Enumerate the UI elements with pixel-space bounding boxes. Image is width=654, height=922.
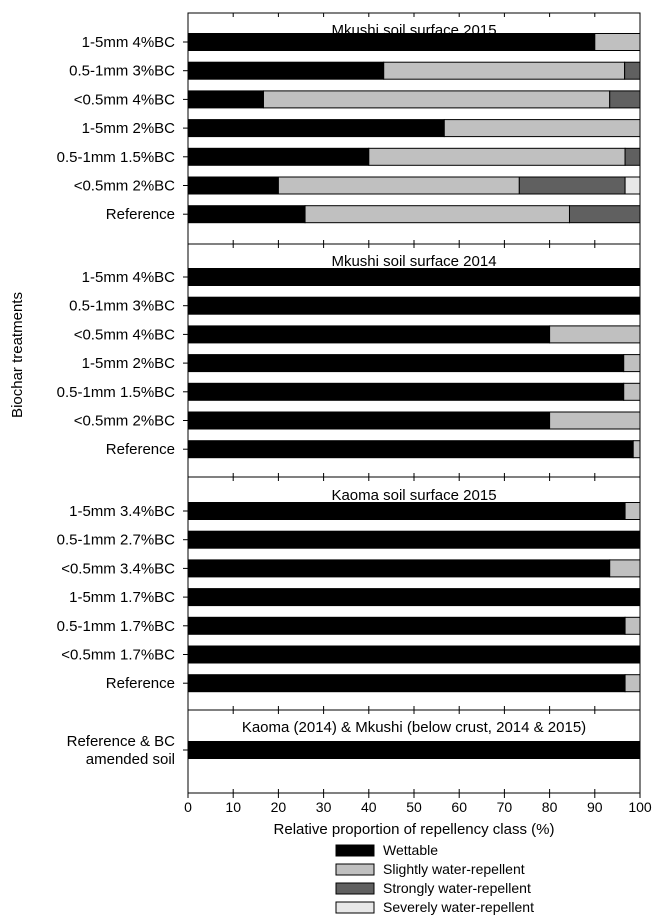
x-tick-label: 40 xyxy=(361,799,377,815)
bar-segment-wettable xyxy=(188,355,624,372)
bar-segment-wettable xyxy=(188,742,640,759)
panel-title: Kaoma (2014) & Mkushi (below crust, 2014… xyxy=(242,719,586,736)
bar-segment-wettable xyxy=(188,91,263,108)
legend-label: Strongly water-repellent xyxy=(383,880,531,896)
category-label: Reference & BC amended soil xyxy=(67,733,176,768)
bar-segment-wettable xyxy=(188,412,550,429)
category-label: 0.5-1mm 2.7%BC xyxy=(57,532,176,549)
bar-segment-wettable xyxy=(188,326,550,343)
legend-label: Severely water-repellent xyxy=(383,899,534,915)
category-label: Reference xyxy=(106,441,175,458)
panel-3: Kaoma soil surface 2015 1-5mm 3.4%BC 0.5-1… xyxy=(57,477,640,710)
bar-segment-slightly-water-repellent xyxy=(263,91,609,108)
legend: Wettable Slightly water-repellent Strongly… xyxy=(336,842,534,915)
x-tick-label: 100 xyxy=(628,799,652,815)
category-label: 0.5-1mm 1.5%BC xyxy=(57,149,176,166)
category-label: 0.5-1mm 1.7%BC xyxy=(57,618,176,635)
bar-segment-wettable xyxy=(188,177,278,194)
bar-segment-slightly-water-repellent xyxy=(625,617,640,634)
category-label: 0.5-1mm 1.5%BC xyxy=(57,384,176,401)
panel-2: Mkushi soil surface 2014 1-5mm 4%BC 0.5-1m… xyxy=(57,244,640,477)
bar-segment-strongly-water-repellent xyxy=(610,91,640,108)
panel-title: Kaoma soil surface 2015 xyxy=(331,487,496,504)
bar-segment-wettable xyxy=(188,675,625,692)
category-label: 1-5mm 3.4%BC xyxy=(69,503,175,520)
bar-segment-wettable xyxy=(188,297,640,314)
bar-segment-severely-water-repellent xyxy=(625,177,640,194)
bar-segment-strongly-water-repellent xyxy=(625,148,640,165)
bar-segment-slightly-water-repellent xyxy=(610,560,640,577)
legend-swatch xyxy=(336,845,374,856)
bar-segment-slightly-water-repellent xyxy=(624,383,640,400)
bar-segment-slightly-water-repellent xyxy=(624,355,640,372)
x-tick-label: 0 xyxy=(184,799,192,815)
bar-segment-wettable xyxy=(188,206,305,223)
bar-segment-slightly-water-repellent xyxy=(550,412,640,429)
bar-segment-wettable xyxy=(188,383,624,400)
category-label: <0.5mm 2%BC xyxy=(74,178,175,195)
category-label: <0.5mm 3.4%BC xyxy=(61,560,175,577)
bar-segment-slightly-water-repellent xyxy=(595,34,640,51)
bar-segment-wettable xyxy=(188,646,640,663)
bar-segment-slightly-water-repellent xyxy=(625,503,640,520)
category-label: 0.5-1mm 3%BC xyxy=(69,298,175,315)
panel-title: Mkushi soil surface 2014 xyxy=(331,253,496,270)
legend-swatch xyxy=(336,902,374,913)
category-label: 1-5mm 4%BC xyxy=(82,269,176,286)
x-tick-label: 50 xyxy=(406,799,422,815)
bar-segment-wettable xyxy=(188,589,640,606)
bar-segment-slightly-water-repellent xyxy=(278,177,519,194)
legend-label: Wettable xyxy=(383,842,438,858)
category-label: 1-5mm 2%BC xyxy=(82,355,176,372)
category-label: <0.5mm 4%BC xyxy=(74,326,175,343)
y-axis-label: Biochar treatments xyxy=(9,292,26,418)
category-label: Reference xyxy=(106,675,175,692)
bar-segment-wettable xyxy=(188,441,633,458)
x-tick-label: 90 xyxy=(587,799,603,815)
bar-segment-wettable xyxy=(188,560,610,577)
bar-segment-wettable xyxy=(188,62,384,79)
bar-segment-slightly-water-repellent xyxy=(550,326,640,343)
bar-segment-strongly-water-repellent xyxy=(625,62,640,79)
category-label: 1-5mm 4%BC xyxy=(82,34,176,51)
x-tick-label: 10 xyxy=(225,799,241,815)
x-tick-label: 80 xyxy=(542,799,558,815)
x-tick-label: 30 xyxy=(316,799,332,815)
bar-segment-strongly-water-repellent xyxy=(519,177,625,194)
bar-segment-wettable xyxy=(188,503,625,520)
category-label: Reference xyxy=(106,206,175,223)
bar-segment-wettable xyxy=(188,34,595,51)
bar-segment-slightly-water-repellent xyxy=(625,675,640,692)
bar-segment-wettable xyxy=(188,269,640,286)
legend-label: Slightly water-repellent xyxy=(383,861,525,877)
x-tick-label: 60 xyxy=(451,799,467,815)
x-axis: 0 10 20 30 40 50 60 70 80 90 100 xyxy=(184,793,652,815)
bar-segment-wettable xyxy=(188,120,444,137)
bar-segment-strongly-water-repellent xyxy=(569,206,640,223)
legend-swatch xyxy=(336,883,374,894)
category-label: <0.5mm 1.7%BC xyxy=(61,647,175,664)
category-label: 1-5mm 1.7%BC xyxy=(69,589,175,606)
bar-segment-wettable xyxy=(188,531,640,548)
bar-segment-slightly-water-repellent xyxy=(633,441,640,458)
category-label: 1-5mm 2%BC xyxy=(82,120,176,137)
x-axis-label: Relative proportion of repellency class … xyxy=(274,821,555,838)
legend-swatch xyxy=(336,864,374,875)
panel-4: Kaoma (2014) & Mkushi (below crust, 2014… xyxy=(67,710,640,793)
category-label: 0.5-1mm 3%BC xyxy=(69,63,175,80)
bar-segment-slightly-water-repellent xyxy=(369,148,625,165)
category-label: <0.5mm 4%BC xyxy=(74,91,175,108)
bar-segment-wettable xyxy=(188,148,369,165)
bar-segment-wettable xyxy=(188,617,625,634)
x-tick-label: 20 xyxy=(271,799,287,815)
bar-segment-slightly-water-repellent xyxy=(384,62,625,79)
x-tick-label: 70 xyxy=(497,799,513,815)
category-label: <0.5mm 2%BC xyxy=(74,413,175,430)
bar-segment-slightly-water-repellent xyxy=(305,206,569,223)
bar-segment-slightly-water-repellent xyxy=(444,120,640,137)
